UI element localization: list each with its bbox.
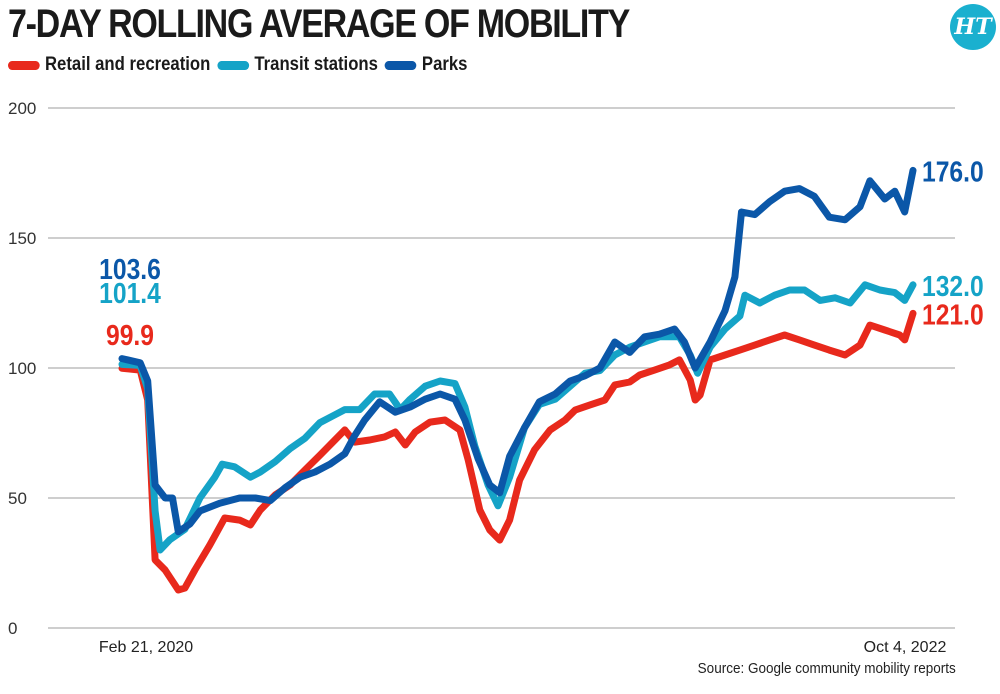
end-value-label: 132.0 [922,270,984,302]
y-tick-label: 150 [8,229,36,248]
start-value-label: 99.9 [106,319,154,351]
legend-swatch [8,60,40,70]
legend: Retail and recreation Transit stations P… [8,54,475,76]
y-tick-label: 100 [8,359,36,378]
start-value-label: 103.6 [99,253,161,285]
end-value-label: 176.0 [922,156,984,188]
chart-title: 7-DAY ROLLING AVERAGE OF MOBILITY [8,2,630,46]
legend-item-parks: Parks [384,54,468,76]
legend-swatch [217,60,250,70]
legend-item-retail: Retail and recreation [8,54,210,76]
source-note: Source: Google community mobility report… [697,660,956,677]
series-line-transit-stations [118,281,917,554]
legend-item-transit: Transit stations [217,54,378,76]
x-tick-label: Oct 4, 2022 [864,639,947,656]
end-value-label: 121.0 [922,299,984,331]
y-tick-label: 200 [8,99,36,118]
series-line-retail-and-recreation [118,309,917,594]
legend-label: Retail and recreation [44,54,211,75]
y-tick-label: 0 [8,619,17,638]
legend-label: Transit stations [254,54,378,75]
start-value-label: 101.4 [99,277,161,309]
ht-logo: HT [950,4,996,50]
legend-swatch [384,60,417,70]
series-line-parks [118,166,917,536]
legend-label: Parks [421,54,468,75]
x-tick-label: Feb 21, 2020 [99,639,193,656]
y-tick-label: 50 [8,489,27,508]
